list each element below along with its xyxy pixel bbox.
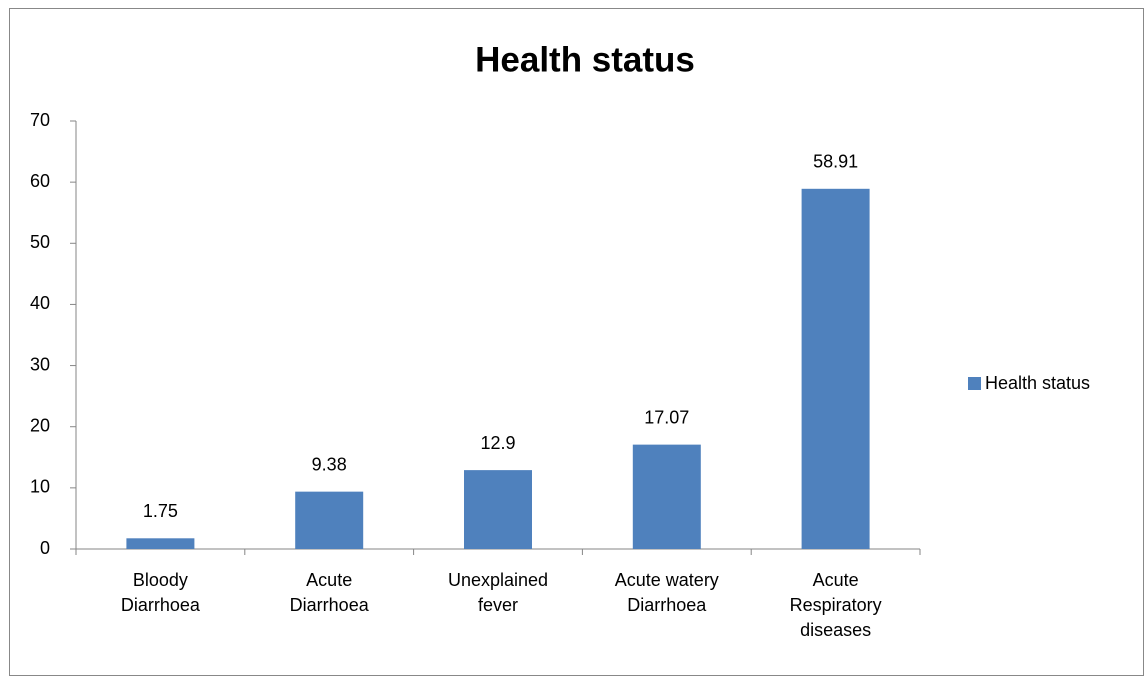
data-label: 1.75 xyxy=(143,501,178,521)
x-tick-label: Unexplained fever xyxy=(448,570,548,615)
y-tick-label: 60 xyxy=(30,171,50,191)
bar xyxy=(632,444,701,549)
y-tick-label: 30 xyxy=(30,354,50,374)
y-tick-label: 40 xyxy=(30,293,50,313)
x-tick-label: Acute Diarrhoea xyxy=(290,570,370,615)
legend-label: Health status xyxy=(985,373,1090,393)
bar xyxy=(464,470,532,549)
bar xyxy=(126,538,195,549)
chart-title: Health status xyxy=(475,40,695,79)
legend-swatch xyxy=(968,377,981,390)
y-tick-label: 50 xyxy=(30,232,50,252)
y-tick-label: 70 xyxy=(30,110,50,130)
y-tick-label: 10 xyxy=(30,477,50,497)
data-label: 9.38 xyxy=(312,454,347,474)
bar xyxy=(801,188,870,549)
x-tick-label: Bloody Diarrhoea xyxy=(121,570,201,615)
x-tick-label: Acute Respiratory diseases xyxy=(790,570,882,640)
data-label: 12.9 xyxy=(480,433,515,453)
data-label: 58.91 xyxy=(813,152,858,172)
chart-border xyxy=(9,8,1144,676)
x-tick-label: Acute watery Diarrhoea xyxy=(615,570,719,615)
y-tick-label: 20 xyxy=(30,415,50,435)
bar xyxy=(295,491,364,549)
y-tick-label: 0 xyxy=(40,538,50,558)
data-label: 17.07 xyxy=(644,407,689,427)
